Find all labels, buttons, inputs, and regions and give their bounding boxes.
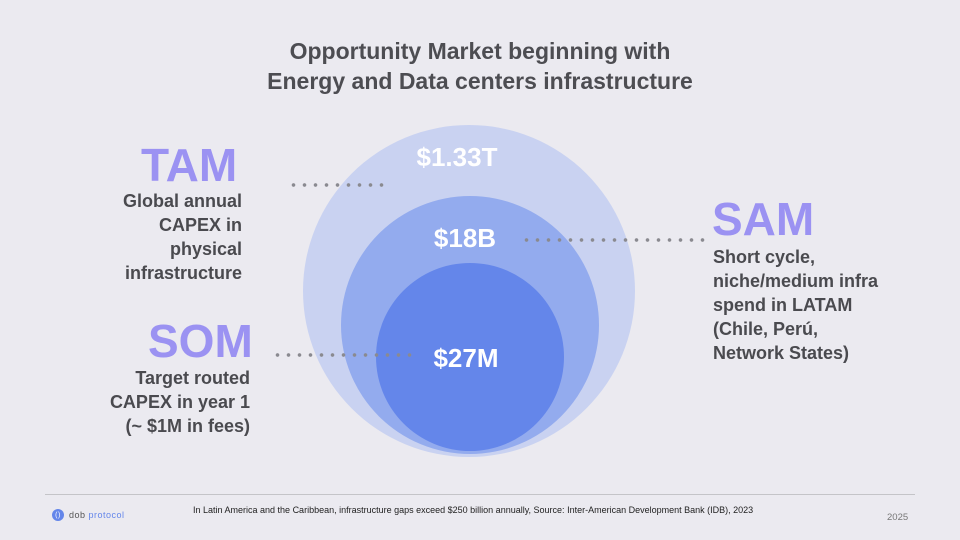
tam-desc-line: CAPEX in xyxy=(158,215,242,235)
tam-value: $1.33T xyxy=(416,142,498,172)
slide-title: Opportunity Market beginning with Energy… xyxy=(0,36,960,96)
footer-year: 2025 xyxy=(887,512,909,523)
sam-desc-line: niche/medium infra xyxy=(713,271,879,291)
som-circle xyxy=(376,263,564,451)
som-label: SOM xyxy=(148,315,253,367)
som-desc-line: (~ $1M in fees) xyxy=(125,416,250,436)
tam-desc-line: Global annual xyxy=(122,191,242,211)
som-connector xyxy=(272,353,416,357)
logo-text-dob: dob xyxy=(69,510,86,520)
tam-desc-line: infrastructure xyxy=(124,263,242,283)
footer-note: In Latin America and the Caribbean, infr… xyxy=(193,505,754,515)
sam-connector xyxy=(521,238,705,242)
tam-connector xyxy=(288,183,384,187)
sam-label: SAM xyxy=(712,193,815,245)
tam-label: TAM xyxy=(141,139,238,191)
dob-protocol-logo: () dob protocol xyxy=(52,509,125,521)
title-line-2: Energy and Data centers infrastructure xyxy=(267,68,693,94)
sam-desc-line: Short cycle, xyxy=(713,247,816,267)
logo-text-protocol: protocol xyxy=(88,510,125,520)
sam-description: Short cycle, niche/medium infra spend in… xyxy=(713,245,878,365)
tam-description: Global annual CAPEX in physical infrastr… xyxy=(123,189,242,285)
som-desc-line: Target routed xyxy=(135,368,250,388)
sam-desc-line: (Chile, Perú, xyxy=(713,319,819,339)
logo-icon: () xyxy=(52,509,64,521)
footer-divider xyxy=(45,494,915,495)
som-value: $27M xyxy=(433,343,499,373)
sam-value: $18B xyxy=(433,223,497,253)
title-line-1: Opportunity Market beginning with xyxy=(289,38,671,64)
som-desc-line: CAPEX in year 1 xyxy=(109,392,250,412)
sam-desc-line: spend in LATAM xyxy=(713,295,853,315)
som-description: Target routed CAPEX in year 1 (~ $1M in … xyxy=(110,366,250,438)
sam-desc-line: Network States) xyxy=(713,343,850,363)
tam-desc-line: physical xyxy=(169,239,242,259)
